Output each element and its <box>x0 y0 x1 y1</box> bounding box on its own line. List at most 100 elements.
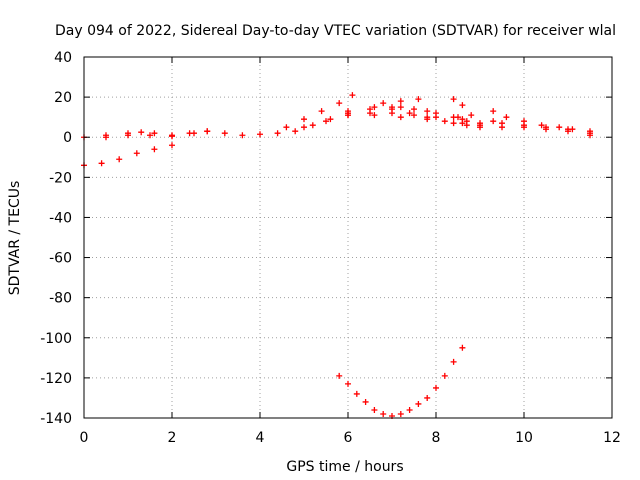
data-point <box>490 118 497 125</box>
y-tick-label: 20 <box>54 90 72 106</box>
chart-title: Day 094 of 2022, Sidereal Day-to-day VTE… <box>55 23 616 39</box>
data-point <box>169 133 175 140</box>
data-point <box>239 132 246 139</box>
y-tick-label: 40 <box>54 50 72 66</box>
data-point <box>389 106 395 113</box>
data-point <box>292 128 299 135</box>
series-track-m <box>477 124 593 137</box>
series-track-h <box>345 112 470 129</box>
data-point <box>543 124 549 131</box>
data-point <box>345 112 351 119</box>
data-point <box>450 96 457 103</box>
data-point <box>459 102 466 109</box>
data-point <box>411 112 417 119</box>
data-point <box>397 104 404 111</box>
data-point <box>362 398 369 405</box>
data-point <box>349 92 356 99</box>
data-point <box>411 106 417 113</box>
x-tick-label: 8 <box>432 430 441 446</box>
data-point <box>406 110 413 117</box>
data-point <box>538 122 545 129</box>
y-tick-label: -80 <box>49 291 72 307</box>
series-track-b <box>81 142 175 169</box>
data-point <box>367 106 373 113</box>
data-point <box>587 132 593 139</box>
data-point <box>133 150 140 157</box>
data-point <box>441 118 448 125</box>
y-tick-label: -100 <box>40 331 72 347</box>
data-point <box>459 120 466 127</box>
data-point <box>477 120 483 127</box>
data-point <box>147 132 153 139</box>
data-point <box>424 108 431 115</box>
data-point <box>450 358 457 365</box>
data-point <box>274 130 281 137</box>
data-point <box>301 124 307 131</box>
series-track-c <box>103 128 211 141</box>
axis-ticks: 0 2 4 6 8 10 12 -140 -120 -100 -80 -60 -40 -20 0 20 40 <box>40 50 621 446</box>
data-point <box>415 400 422 407</box>
data-point <box>371 112 378 119</box>
data-point <box>521 122 527 129</box>
data-point <box>345 380 351 387</box>
data-point <box>103 134 109 141</box>
y-axis-label: SDTVAR / TECUs <box>7 181 23 296</box>
data-point <box>556 124 563 131</box>
data-point <box>283 124 290 131</box>
data-point <box>415 96 422 103</box>
data-point <box>371 406 378 413</box>
series-track-i <box>380 96 422 107</box>
data-point <box>424 114 431 121</box>
data-point <box>397 98 404 105</box>
data-point <box>468 112 475 119</box>
series-track-e <box>301 110 466 131</box>
x-tick-label: 6 <box>344 430 353 446</box>
x-tick-label: 2 <box>168 430 177 446</box>
x-tick-label: 12 <box>603 430 621 446</box>
series-track-n <box>477 120 593 139</box>
data-point <box>463 122 470 129</box>
data-point <box>151 146 158 153</box>
data-point <box>318 108 325 115</box>
data-point <box>353 390 360 397</box>
series-track-j <box>389 106 466 127</box>
data-point <box>327 116 334 123</box>
series-track-d <box>283 92 356 131</box>
data-point <box>125 132 131 139</box>
data-point <box>424 394 431 401</box>
x-tick-label: 10 <box>515 430 533 446</box>
y-tick-label: -120 <box>40 371 72 387</box>
data-point <box>397 410 404 417</box>
data-point <box>98 160 105 167</box>
data-point <box>565 126 571 133</box>
data-point <box>336 100 343 107</box>
data-point <box>204 128 211 135</box>
data-point <box>441 372 448 379</box>
data-point <box>151 130 158 137</box>
series-track-g <box>345 104 470 125</box>
data-point <box>221 130 228 137</box>
data-point <box>309 122 316 129</box>
series-track-k <box>450 96 497 129</box>
y-tick-label: -140 <box>40 411 72 427</box>
data-point <box>450 114 457 121</box>
data-point <box>257 131 263 138</box>
series-track-l <box>490 108 593 135</box>
data-point <box>450 120 457 127</box>
data-point <box>490 108 497 115</box>
data-point <box>397 114 404 121</box>
y-tick-label: 0 <box>63 130 72 146</box>
data-point <box>459 344 466 351</box>
series-track-a <box>81 110 351 141</box>
data-points <box>81 92 593 419</box>
x-tick-label: 4 <box>256 430 265 446</box>
data-point <box>336 372 343 379</box>
data-point <box>433 384 439 391</box>
data-point <box>380 100 387 107</box>
y-tick-label: -40 <box>49 210 72 226</box>
data-point <box>191 130 197 137</box>
x-tick-label: 0 <box>80 430 89 446</box>
data-point <box>371 104 378 111</box>
data-point <box>169 142 175 149</box>
